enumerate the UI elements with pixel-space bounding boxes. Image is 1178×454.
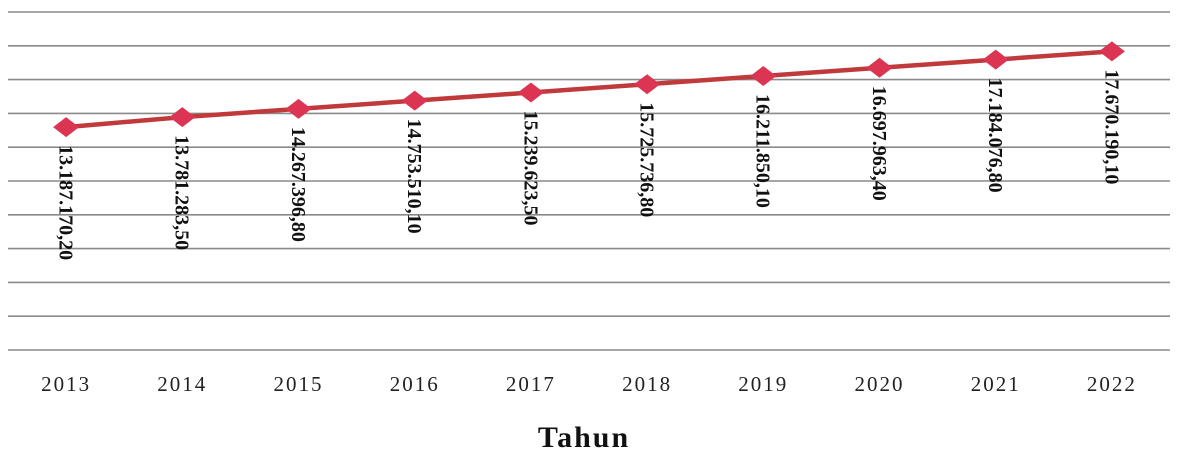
data-label: 16.211.850,10 xyxy=(752,94,774,208)
data-label: 16.697.963,40 xyxy=(868,86,890,201)
marker xyxy=(1098,41,1125,62)
marker xyxy=(750,66,777,87)
marker xyxy=(517,82,544,103)
marker xyxy=(53,117,80,138)
data-label: 13.187.170,20 xyxy=(55,145,77,260)
x-tick-label: 2021 xyxy=(971,372,1021,396)
data-label: 15.239.623,50 xyxy=(519,110,541,225)
x-tick-label: 2016 xyxy=(390,372,440,396)
x-tick-label: 2014 xyxy=(157,372,207,396)
x-tick-label: 2017 xyxy=(506,372,556,396)
data-label: 14.753.510,10 xyxy=(403,119,425,234)
x-tick-label: 2013 xyxy=(41,372,91,396)
data-label: 15.725.736,80 xyxy=(636,102,658,217)
data-label: 13.781.283,50 xyxy=(171,135,193,250)
marker xyxy=(634,74,661,95)
marker xyxy=(401,90,428,111)
marker xyxy=(982,49,1009,70)
data-label: 17.670.190,10 xyxy=(1100,69,1122,184)
marker xyxy=(285,98,312,119)
data-label: 14.267.396,80 xyxy=(287,127,309,242)
x-axis-title: Tahun xyxy=(538,421,630,454)
x-tick-label: 2018 xyxy=(622,372,672,396)
x-tick-label: 2019 xyxy=(738,372,788,396)
x-tick-label: 2022 xyxy=(1087,372,1137,396)
data-label: 17.184.076,80 xyxy=(984,78,1006,193)
data-line xyxy=(65,49,1113,130)
marker xyxy=(169,107,196,128)
x-tick-label: 2020 xyxy=(855,372,905,396)
x-tick-label: 2015 xyxy=(274,372,324,396)
marker xyxy=(866,57,893,78)
